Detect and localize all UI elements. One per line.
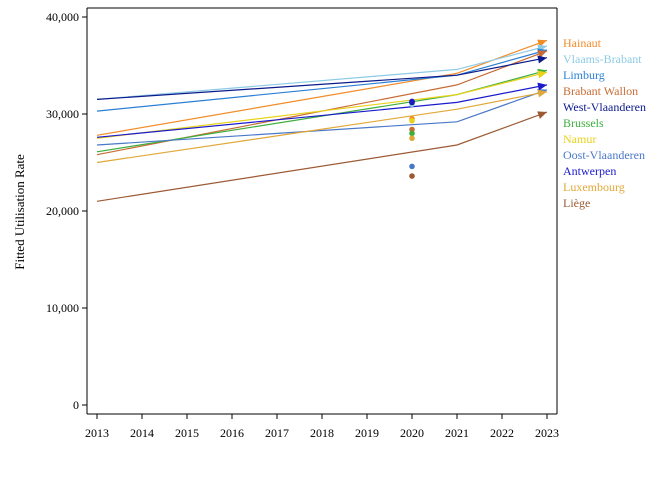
series-arrow-Brabant Wallon <box>537 50 547 58</box>
y-axis-label: Fitted Utilisation Rate <box>12 154 27 270</box>
x-tick-label: 2014 <box>130 426 154 440</box>
legend: Hainaut Vlaams-Brabant Limburg Brabant Wall… <box>563 36 646 210</box>
x-tick-label: 2019 <box>355 426 379 440</box>
series-line-Oost-Vlaanderen <box>96 89 548 146</box>
legend-entry-Hainaut: Hainaut <box>563 36 602 50</box>
series-lines <box>96 39 548 202</box>
y-tick-label: 40,000 <box>46 10 79 24</box>
x-tick-label: 2021 <box>445 426 469 440</box>
y-tick-label: 20,000 <box>46 204 79 218</box>
legend-entry-Namur: Namur <box>563 132 596 146</box>
legend-entry-Antwerpen: Antwerpen <box>563 164 616 178</box>
series-line-Liège <box>96 111 548 202</box>
series-line-Antwerpen <box>96 84 548 138</box>
series-line-Hainaut <box>96 39 548 136</box>
series-line-Luxembourg <box>96 91 548 164</box>
legend-entry-Brussels: Brussels <box>563 116 604 130</box>
series-arrow-Namur <box>537 70 547 79</box>
x-tick-label: 2020 <box>400 426 424 440</box>
series-arrow-Liège <box>537 111 547 119</box>
y-tick-label: 0 <box>73 398 79 412</box>
legend-entry-West-Vlaanderen: West-Vlaanderen <box>563 100 646 114</box>
x-tick-label: 2023 <box>535 426 559 440</box>
x-tick-label: 2018 <box>310 426 334 440</box>
series-line-Brabant Wallon <box>96 50 548 156</box>
legend-entry-Luxembourg: Luxembourg <box>563 180 625 194</box>
legend-entry-Liège: Liège <box>563 196 590 210</box>
data-point-2020-Antwerpen <box>409 98 415 105</box>
x-tick-label: 2016 <box>220 426 244 440</box>
y-tick-label: 30,000 <box>46 107 79 121</box>
data-point-2020-Namur <box>409 117 415 124</box>
x-tick-label: 2022 <box>490 426 514 440</box>
series-points-2020 <box>409 98 415 179</box>
data-point-2020-Brussels <box>409 130 415 137</box>
x-tick-label: 2013 <box>85 426 109 440</box>
x-tick-label: 2015 <box>175 426 199 440</box>
legend-entry-Vlaams-Brabant: Vlaams-Brabant <box>563 52 642 66</box>
series-arrow-Antwerpen <box>537 82 547 91</box>
series-arrow-West-Vlaanderen <box>537 55 547 64</box>
data-point-2020-Brabant Wallon <box>409 126 415 133</box>
data-point-2020-Luxembourg <box>409 135 415 142</box>
series-line-West-Vlaanderen <box>96 57 548 100</box>
axes: 0 10,000 20,000 30,000 40,000 2013 2014 2015 201… <box>46 7 559 440</box>
x-tick-label: 2017 <box>265 426 289 440</box>
y-tick-label: 10,000 <box>46 301 79 315</box>
legend-entry-Brabant Wallon: Brabant Wallon <box>563 84 638 98</box>
data-point-2020-Liège <box>409 173 415 179</box>
legend-entry-Limburg: Limburg <box>563 68 605 82</box>
series-line-Namur <box>96 71 548 139</box>
series-arrow-Luxembourg <box>537 89 547 98</box>
series-line-Vlaams-Brabant <box>96 45 548 100</box>
data-point-2020-Oost-Vlaanderen <box>409 163 415 170</box>
legend-entry-Oost-Vlaanderen: Oost-Vlaanderen <box>563 148 645 162</box>
